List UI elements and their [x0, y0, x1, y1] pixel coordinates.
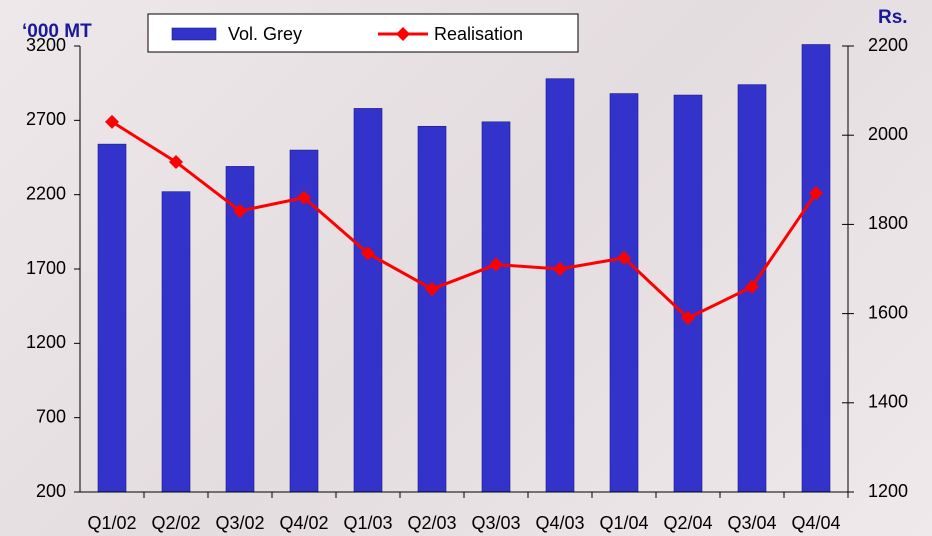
bar	[609, 93, 639, 493]
bar	[353, 108, 383, 493]
x-tick-label: Q3/02	[215, 513, 264, 533]
bar	[545, 78, 575, 493]
legend-box	[147, 13, 579, 53]
bar	[97, 143, 127, 493]
bar	[417, 125, 447, 493]
bar	[161, 191, 191, 493]
y-tick-label: 2700	[26, 109, 66, 129]
y-tick-label: 2200	[26, 183, 66, 203]
y2-tick-label: 1200	[868, 481, 908, 501]
y-tick-label: 1200	[26, 332, 66, 352]
x-tick-label: Q4/02	[279, 513, 328, 533]
line-marker	[553, 262, 567, 276]
line-marker	[745, 279, 759, 294]
x-tick-label: Q1/03	[343, 513, 392, 533]
x-tick-label: Q1/04	[599, 513, 648, 533]
line	[111, 120, 818, 320]
line-marker	[809, 186, 823, 201]
y-tick-label: 1700	[26, 258, 66, 278]
line-marker	[617, 250, 631, 265]
line-marker	[425, 282, 439, 297]
x-tick-label: Q3/04	[727, 513, 776, 533]
bar	[481, 121, 511, 493]
y2-tick-label: 1800	[868, 213, 908, 233]
y-axis-label: ‘000 MT	[22, 21, 92, 42]
y-tick-label: 700	[36, 406, 66, 426]
y2-tick-label: 1400	[868, 392, 908, 412]
y2-tick-label: 1600	[868, 302, 908, 322]
bar	[801, 44, 831, 493]
line-marker	[169, 154, 183, 169]
legend-label: Realisation	[434, 24, 523, 44]
line-marker	[489, 257, 503, 272]
legend-label: Vol. Grey	[228, 24, 302, 44]
line-marker	[681, 311, 695, 326]
legend-swatch	[171, 27, 217, 41]
line-marker	[297, 190, 311, 205]
x-tick-label: Q2/03	[407, 513, 456, 533]
bar	[673, 94, 703, 493]
y2-tick-label: 2200	[868, 35, 908, 55]
line-marker	[105, 114, 119, 129]
x-tick-label: Q2/02	[151, 513, 200, 533]
x-tick-label: Q4/03	[535, 513, 584, 533]
y2-tick-label: 2000	[868, 124, 908, 144]
x-tick-label: Q4/04	[791, 513, 840, 533]
y-tick-label: 3200	[26, 35, 66, 55]
y-tick-label: 200	[36, 481, 66, 501]
bar	[225, 166, 255, 493]
line-marker	[361, 246, 375, 261]
y2-axis-label: Rs.	[878, 7, 908, 28]
x-tick-label: Q1/02	[87, 513, 136, 533]
x-tick-label: Q3/03	[471, 513, 520, 533]
legend-swatch	[396, 27, 410, 41]
line-marker	[233, 204, 247, 219]
x-tick-label: Q2/04	[663, 513, 712, 533]
